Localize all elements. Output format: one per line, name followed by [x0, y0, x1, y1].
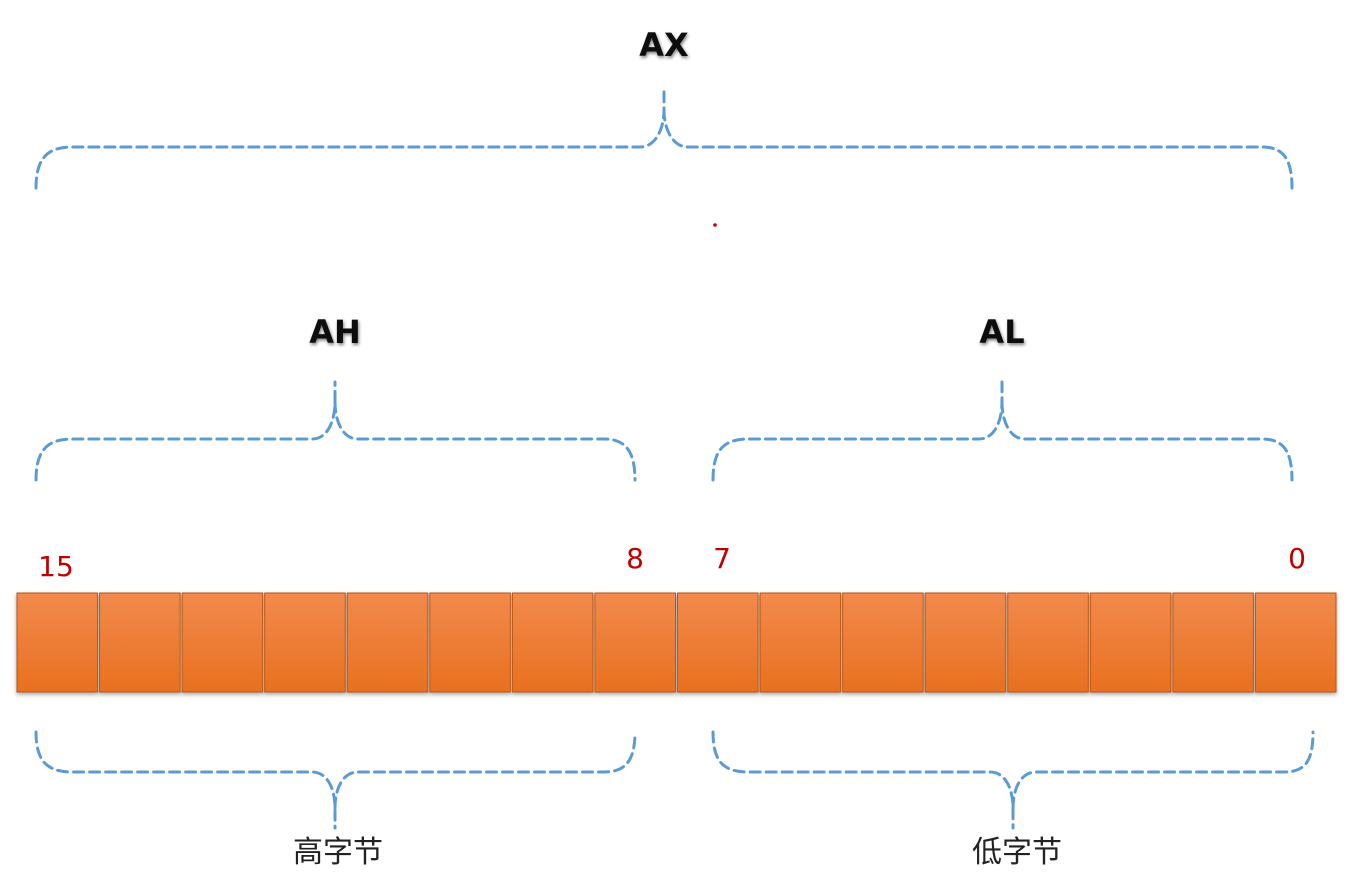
al-brace — [711, 380, 1294, 482]
bit-cell-5 — [842, 592, 924, 693]
bit-cell-15 — [16, 592, 99, 693]
low-byte-label: 低字节 — [972, 835, 1062, 870]
bit-cell-14 — [99, 592, 181, 693]
bit-cell-13 — [181, 592, 264, 693]
bit-cell-10 — [429, 592, 511, 693]
bit-cell-12 — [264, 592, 346, 693]
ax-label: AX — [639, 26, 689, 64]
ah-brace — [34, 380, 637, 482]
bit-cell-0 — [1254, 592, 1337, 693]
bit-label-0: 0 — [1288, 542, 1306, 575]
bit-cell-1 — [1172, 592, 1254, 693]
bit-cell-7 — [677, 592, 759, 693]
bit-label-7: 7 — [713, 542, 731, 575]
stray-dot — [713, 223, 717, 227]
bit-cell-4 — [924, 592, 1007, 693]
low-byte-brace — [711, 730, 1315, 830]
bit-cell-2 — [1089, 592, 1172, 693]
bit-cell-8 — [594, 592, 676, 693]
bit-label-15: 15 — [38, 550, 74, 583]
bit-cell-11 — [346, 592, 429, 693]
bit-label-8: 8 — [626, 542, 644, 575]
high-byte-brace — [34, 730, 637, 830]
al-label: AL — [979, 313, 1024, 351]
bit-cells-row — [16, 592, 1337, 693]
high-byte-label: 高字节 — [293, 835, 383, 870]
bit-cell-9 — [511, 592, 594, 693]
bit-cell-6 — [759, 592, 842, 693]
ax-brace — [34, 88, 1294, 190]
bit-cell-3 — [1007, 592, 1089, 693]
ah-label: AH — [309, 313, 361, 351]
